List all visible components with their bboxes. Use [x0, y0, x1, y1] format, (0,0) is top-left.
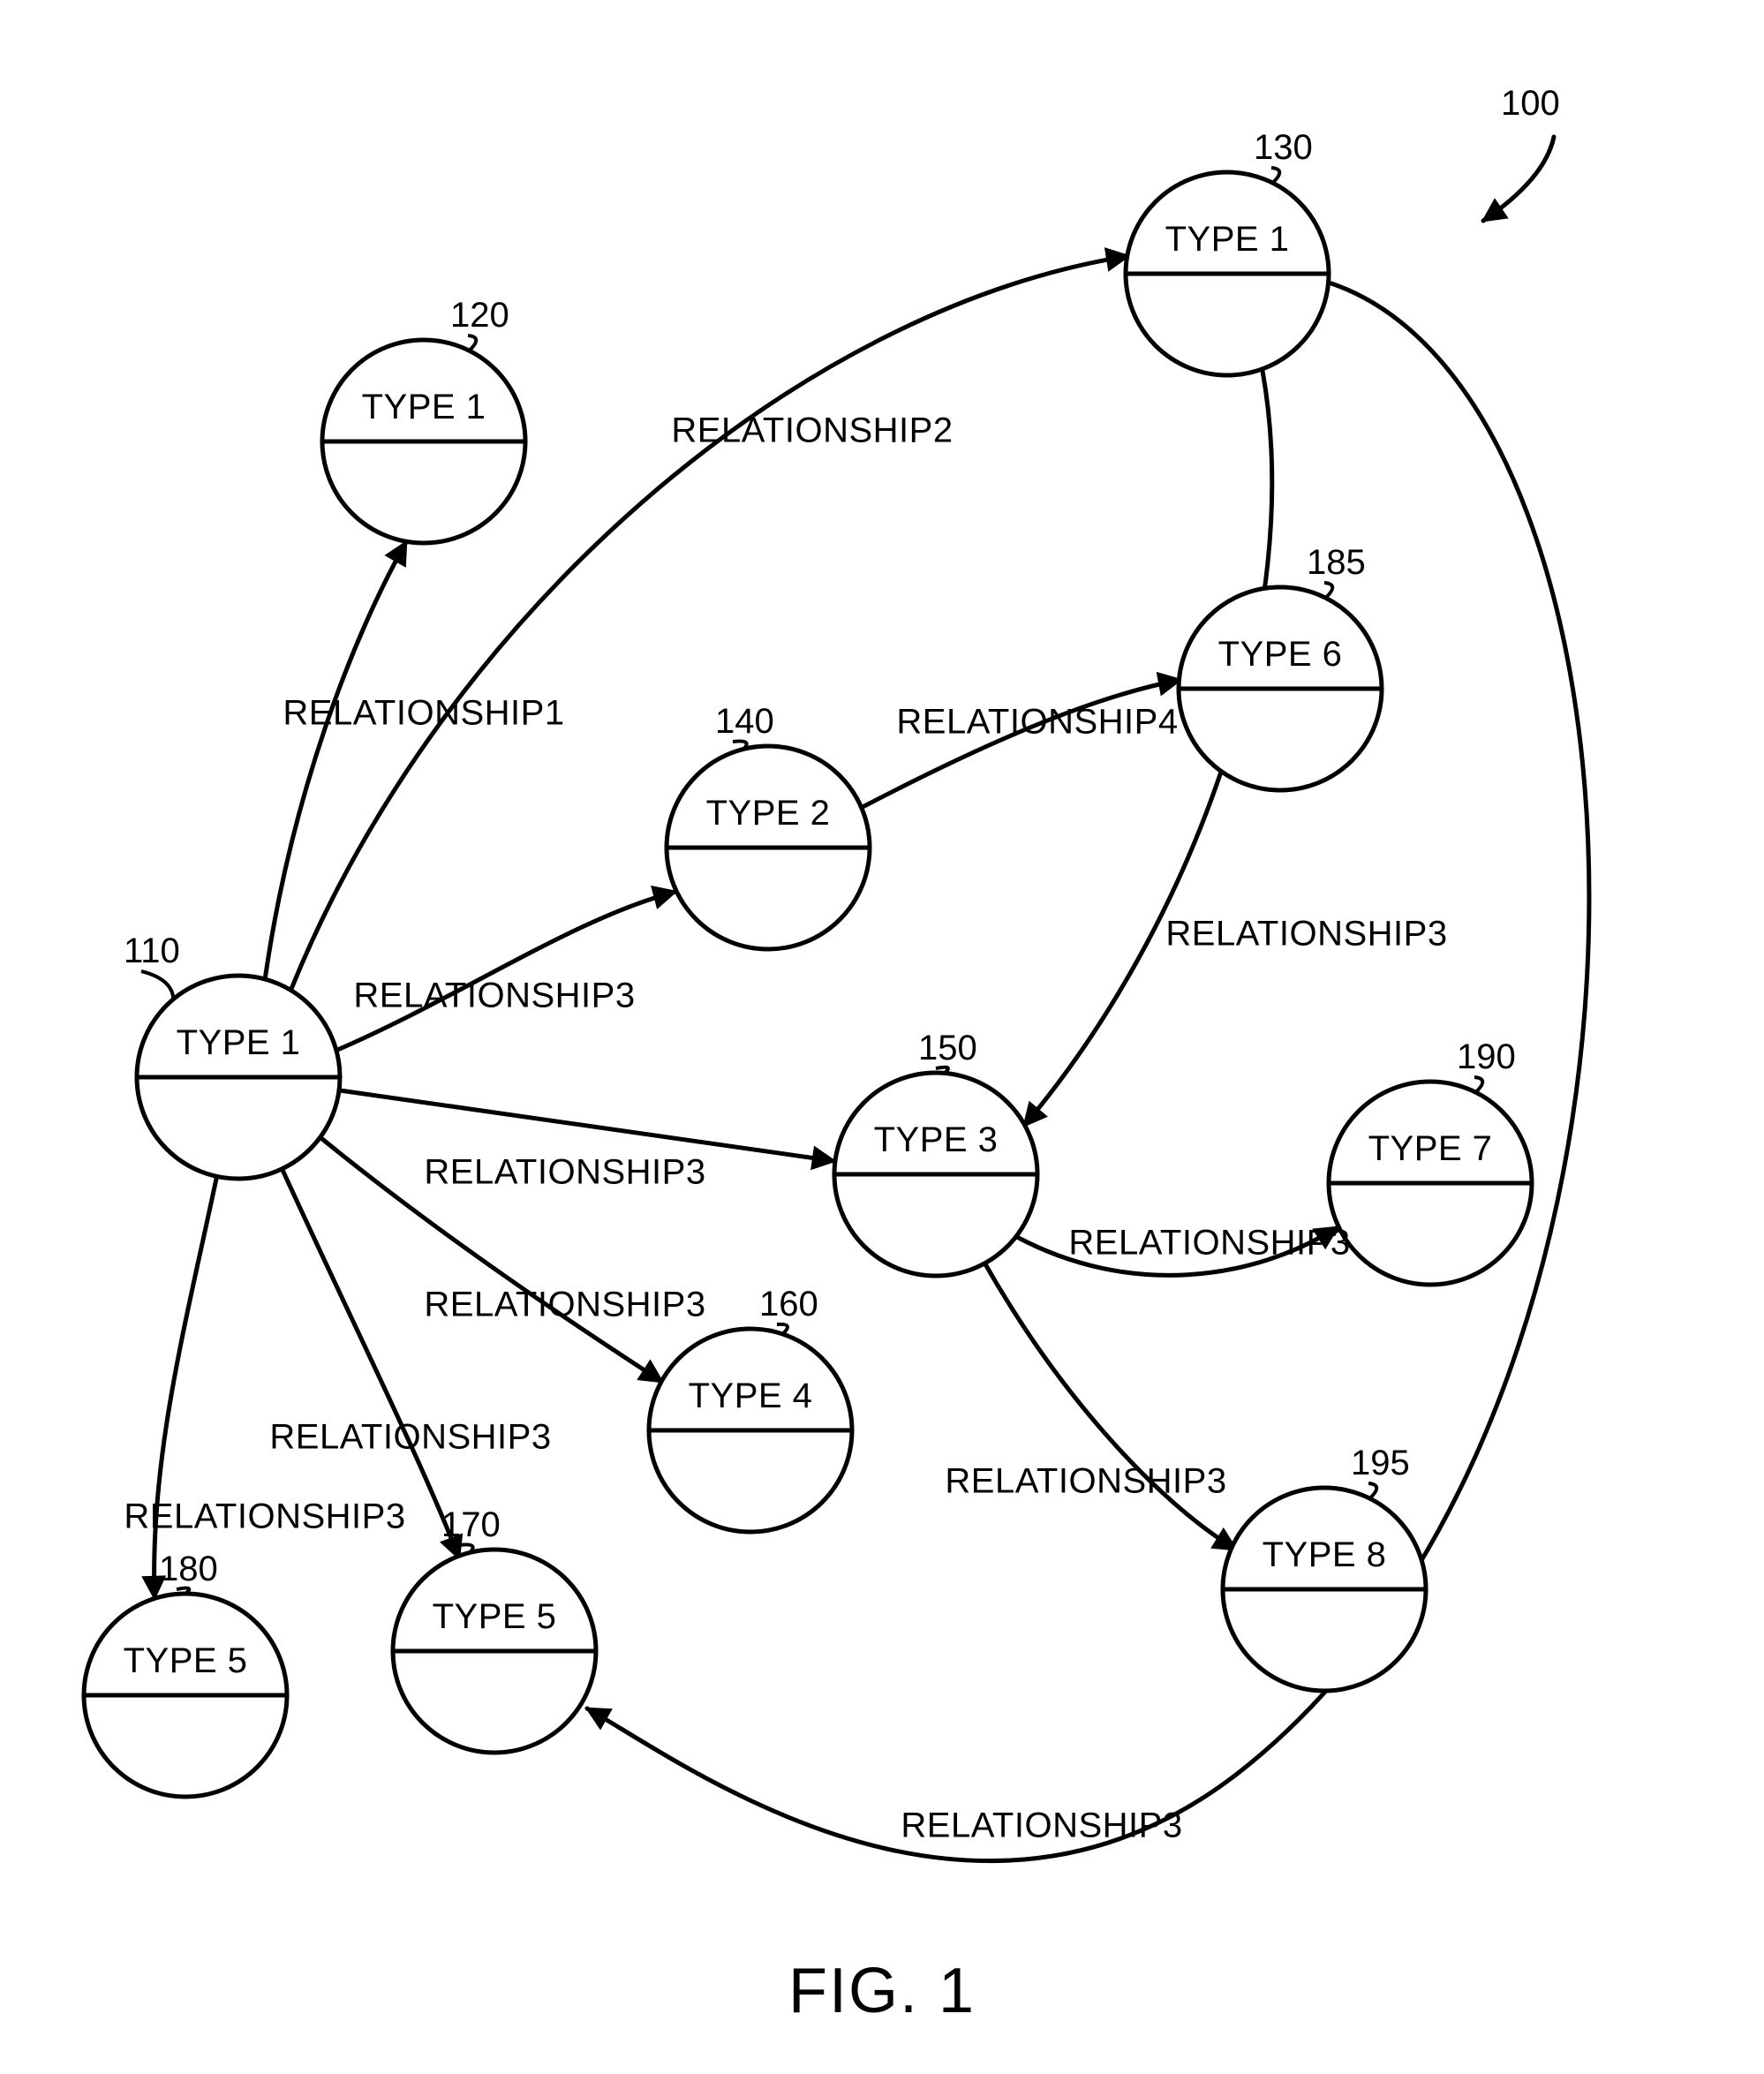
node-label: TYPE 5: [433, 1597, 557, 1636]
node-n195: TYPE 8 195: [1223, 1444, 1426, 1691]
ref-leader: [1324, 583, 1332, 598]
ref-label: 185: [1307, 543, 1366, 582]
edge-label: RELATIONSHIP3: [1068, 1224, 1350, 1263]
node-label: TYPE 7: [1368, 1129, 1493, 1168]
figure-ref-label: 100: [1501, 84, 1560, 123]
node-n130: TYPE 1 130: [1126, 128, 1329, 375]
edge-label: RELATIONSHIP3: [353, 977, 635, 1015]
ref-label: 110: [124, 931, 180, 970]
edge-e12: [587, 283, 1589, 1861]
ref-label: 180: [159, 1550, 218, 1588]
node-label: TYPE 1: [177, 1023, 301, 1062]
edge-label: RELATIONSHIP3: [901, 1806, 1182, 1845]
edge-label: RELATIONSHIP3: [424, 1286, 705, 1324]
edge-e3: [335, 892, 675, 1051]
edge-e9: [984, 1263, 1236, 1550]
network-diagram: TYPE 1110TYPE 1120TYPE 1130TYPE 2140TYPE…: [0, 0, 1764, 2074]
ref-leader: [1368, 1483, 1376, 1498]
ref-label: 160: [759, 1285, 818, 1324]
ref-label: 190: [1457, 1037, 1516, 1076]
edge-label: RELATIONSHIP3: [124, 1497, 405, 1536]
ref-label: 170: [441, 1505, 501, 1544]
node-n150: TYPE 3 150: [834, 1029, 1037, 1276]
node-label: TYPE 2: [706, 794, 831, 833]
ref-label: 140: [715, 702, 774, 741]
node-n185: TYPE 6 185: [1179, 543, 1382, 790]
node-n180: TYPE 5 180: [84, 1550, 287, 1797]
node-n110: TYPE 1 110: [124, 931, 340, 1179]
edge-label: RELATIONSHIP3: [945, 1462, 1226, 1501]
edge-e1: [265, 542, 406, 980]
node-label: TYPE 3: [874, 1120, 999, 1159]
node-label: TYPE 5: [124, 1641, 248, 1680]
edge-label: RELATIONSHIP4: [896, 703, 1178, 742]
ref-leader: [1474, 1077, 1482, 1092]
edge-e6: [340, 1090, 834, 1161]
edge-label: RELATIONSHIP2: [671, 411, 953, 450]
edge-label: RELATIONSHIP3: [424, 1153, 705, 1192]
ref-leader: [1271, 168, 1279, 183]
node-n190: TYPE 7 190: [1329, 1037, 1532, 1285]
edge-label: RELATIONSHIP3: [1165, 915, 1447, 954]
ref-leader: [141, 971, 173, 999]
edge-label: RELATIONSHIP1: [283, 694, 564, 733]
figure-ref-arrow: [1483, 137, 1554, 221]
node-label: TYPE 8: [1263, 1535, 1387, 1574]
edge-label: RELATIONSHIP3: [269, 1418, 551, 1457]
ref-label: 120: [450, 296, 509, 335]
ref-leader: [468, 336, 476, 351]
node-label: TYPE 6: [1218, 635, 1343, 674]
node-label: TYPE 1: [1165, 220, 1290, 259]
node-n140: TYPE 2 140: [667, 702, 870, 949]
figure-caption: FIG. 1: [788, 1956, 976, 2026]
node-n170: TYPE 5 170: [393, 1505, 596, 1753]
node-label: TYPE 1: [362, 388, 486, 426]
ref-label: 130: [1254, 128, 1313, 167]
ref-label: 150: [918, 1029, 977, 1067]
node-label: TYPE 4: [689, 1376, 813, 1415]
node-n120: TYPE 1 120: [322, 296, 525, 543]
ref-label: 195: [1351, 1444, 1410, 1482]
edge-e4: [861, 680, 1180, 808]
